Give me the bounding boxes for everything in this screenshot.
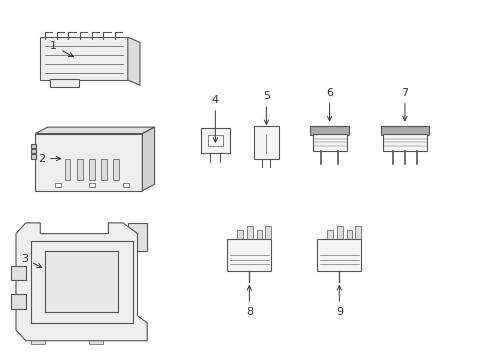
Bar bbox=[326, 230, 332, 239]
Bar bbox=[11, 266, 26, 280]
Bar bbox=[11, 294, 26, 309]
Bar bbox=[312, 134, 346, 152]
Polygon shape bbox=[30, 337, 45, 344]
Text: 5: 5 bbox=[263, 91, 269, 124]
Circle shape bbox=[414, 136, 418, 139]
Bar bbox=[265, 226, 271, 239]
Polygon shape bbox=[127, 37, 140, 85]
Bar bbox=[64, 158, 70, 180]
Circle shape bbox=[261, 134, 271, 141]
Circle shape bbox=[261, 143, 271, 150]
Text: 3: 3 bbox=[21, 253, 41, 267]
Bar bbox=[113, 158, 119, 180]
Bar bbox=[122, 183, 128, 187]
Bar bbox=[89, 158, 95, 180]
Polygon shape bbox=[142, 127, 154, 191]
Circle shape bbox=[390, 136, 394, 139]
Bar bbox=[35, 134, 142, 191]
Circle shape bbox=[414, 141, 418, 144]
Text: 9: 9 bbox=[335, 286, 342, 317]
Bar bbox=[237, 230, 243, 239]
Circle shape bbox=[335, 141, 340, 144]
Bar bbox=[30, 154, 36, 158]
Bar bbox=[346, 230, 352, 239]
Circle shape bbox=[390, 141, 394, 144]
Polygon shape bbox=[35, 127, 154, 134]
Bar bbox=[201, 128, 229, 153]
Bar bbox=[45, 251, 118, 312]
Bar bbox=[89, 183, 95, 187]
Bar bbox=[50, 79, 79, 87]
Bar bbox=[40, 37, 127, 80]
Polygon shape bbox=[127, 223, 147, 251]
Text: 4: 4 bbox=[211, 95, 219, 142]
Bar bbox=[355, 226, 361, 239]
Bar bbox=[30, 149, 36, 153]
Bar bbox=[256, 230, 262, 239]
Text: 6: 6 bbox=[325, 88, 332, 121]
Text: 2: 2 bbox=[38, 154, 61, 163]
Circle shape bbox=[335, 136, 340, 140]
Bar bbox=[30, 144, 36, 148]
Bar bbox=[380, 126, 428, 135]
Bar bbox=[207, 135, 222, 146]
Circle shape bbox=[402, 136, 406, 139]
Bar bbox=[246, 226, 252, 239]
Text: 7: 7 bbox=[401, 88, 407, 121]
Bar bbox=[55, 183, 61, 187]
Bar bbox=[317, 239, 361, 271]
Polygon shape bbox=[89, 337, 103, 344]
Bar bbox=[77, 158, 82, 180]
Circle shape bbox=[318, 141, 323, 144]
Bar bbox=[336, 226, 342, 239]
Bar bbox=[309, 126, 348, 135]
Bar bbox=[382, 134, 426, 152]
Text: 8: 8 bbox=[245, 286, 252, 317]
Bar bbox=[254, 126, 278, 158]
Text: 1: 1 bbox=[50, 41, 73, 57]
Circle shape bbox=[402, 141, 406, 144]
Circle shape bbox=[318, 136, 323, 140]
Polygon shape bbox=[16, 223, 147, 341]
Bar bbox=[227, 239, 271, 271]
Bar bbox=[101, 158, 107, 180]
